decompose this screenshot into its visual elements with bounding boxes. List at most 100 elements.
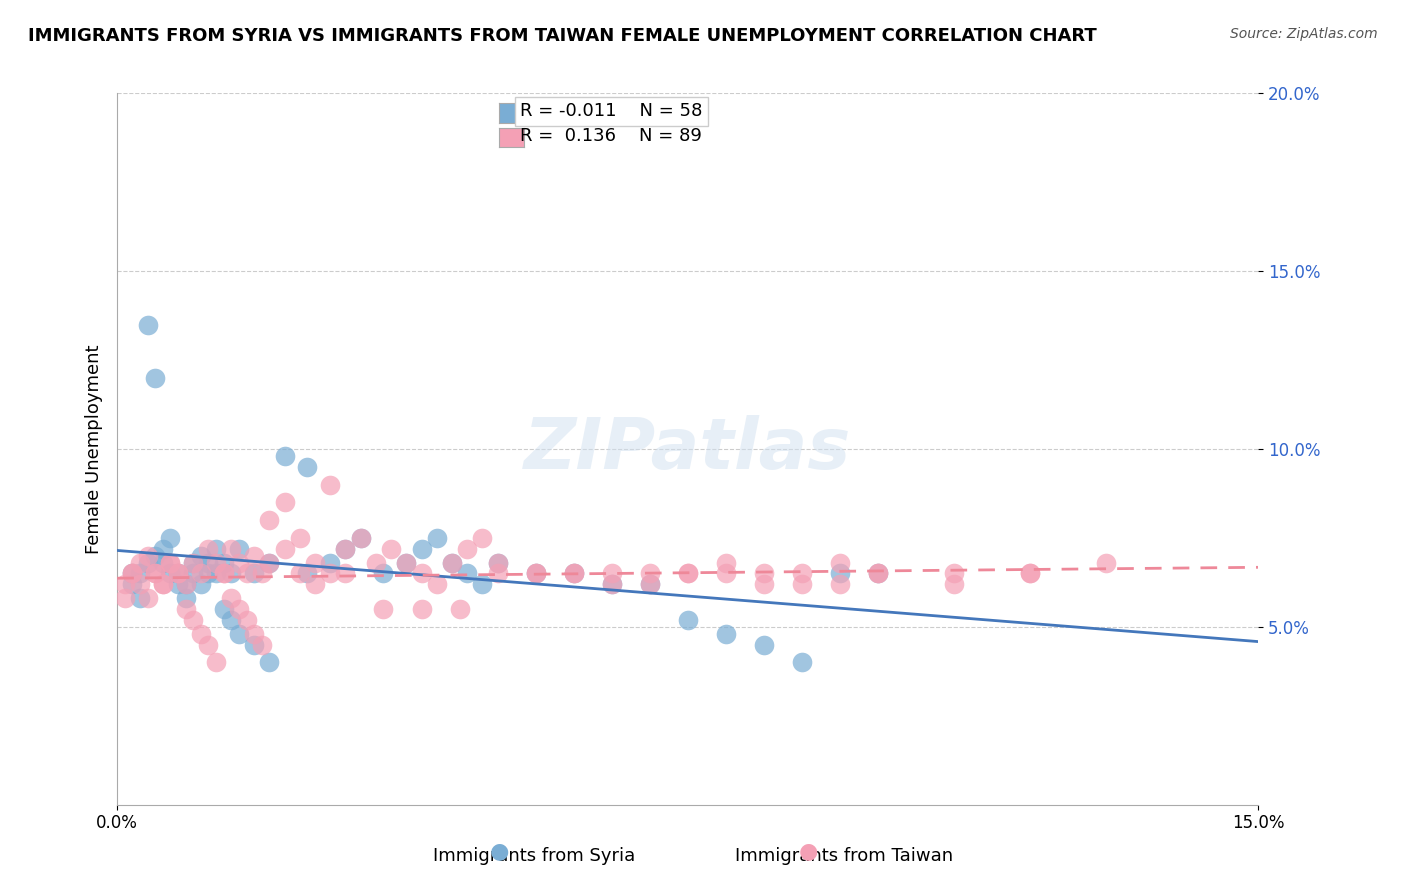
Point	[790, 577, 813, 591]
Point	[638, 566, 661, 581]
Point	[868, 566, 890, 581]
Point	[752, 638, 775, 652]
Point	[159, 556, 181, 570]
Point	[562, 566, 585, 581]
Point	[752, 577, 775, 591]
Point	[243, 638, 266, 652]
Point	[350, 531, 373, 545]
Point	[319, 566, 342, 581]
Point	[167, 566, 190, 581]
Point	[228, 556, 250, 570]
Point	[136, 318, 159, 332]
Point	[828, 566, 851, 581]
Point	[212, 556, 235, 570]
Point	[426, 577, 449, 591]
Point	[273, 541, 295, 556]
Point	[159, 566, 181, 581]
Point	[190, 577, 212, 591]
Point	[440, 556, 463, 570]
Point	[273, 449, 295, 463]
Point	[426, 531, 449, 545]
Y-axis label: Female Unemployment: Female Unemployment	[86, 344, 103, 554]
Point	[259, 556, 281, 570]
Point	[228, 627, 250, 641]
Text: Source: ZipAtlas.com: Source: ZipAtlas.com	[1230, 27, 1378, 41]
Text: R = -0.011    N = 58: R = -0.011 N = 58	[520, 103, 703, 120]
Point	[411, 566, 433, 581]
Point	[600, 577, 623, 591]
Point	[364, 556, 387, 570]
Point	[152, 556, 174, 570]
Point	[121, 566, 143, 581]
Point	[174, 602, 197, 616]
Point	[456, 541, 478, 556]
Point	[167, 577, 190, 591]
Point	[562, 566, 585, 581]
Point	[250, 566, 273, 581]
Point	[373, 602, 395, 616]
Point	[676, 613, 699, 627]
Point	[288, 566, 311, 581]
Point	[714, 556, 737, 570]
Point	[335, 566, 357, 581]
Point	[714, 566, 737, 581]
Point	[350, 531, 373, 545]
Point	[181, 556, 204, 570]
Point	[868, 566, 890, 581]
Point	[943, 577, 966, 591]
Point	[129, 591, 152, 606]
Point	[395, 556, 418, 570]
Point	[174, 591, 197, 606]
Point	[449, 602, 471, 616]
Point	[411, 541, 433, 556]
Point	[159, 531, 181, 545]
Point	[600, 566, 623, 581]
Point	[143, 566, 166, 581]
Point	[304, 556, 326, 570]
Point	[243, 566, 266, 581]
Point	[319, 477, 342, 491]
Point	[121, 577, 143, 591]
Point	[943, 566, 966, 581]
Point	[259, 513, 281, 527]
Point	[243, 549, 266, 563]
Point	[235, 566, 257, 581]
Point	[221, 541, 243, 556]
Point	[524, 566, 547, 581]
Point	[486, 566, 509, 581]
Point	[1095, 556, 1118, 570]
Point	[197, 556, 219, 570]
Text: ZIPatlas: ZIPatlas	[524, 415, 852, 483]
Point	[1019, 566, 1042, 581]
Point	[259, 656, 281, 670]
Point	[212, 566, 235, 581]
Point	[752, 566, 775, 581]
Point	[471, 531, 494, 545]
Text: Immigrants from Taiwan: Immigrants from Taiwan	[734, 847, 953, 865]
Point	[524, 566, 547, 581]
Point	[221, 591, 243, 606]
Point	[136, 556, 159, 570]
Point	[121, 566, 143, 581]
Point	[319, 556, 342, 570]
Point	[235, 613, 257, 627]
Point	[197, 541, 219, 556]
Point	[181, 556, 204, 570]
Point	[676, 566, 699, 581]
Point	[456, 566, 478, 581]
Point	[486, 556, 509, 570]
Point	[228, 541, 250, 556]
Point	[471, 577, 494, 591]
Point	[136, 591, 159, 606]
Point	[440, 556, 463, 570]
Point	[790, 566, 813, 581]
Point	[250, 638, 273, 652]
Point	[121, 566, 143, 581]
Point	[174, 577, 197, 591]
Point	[159, 556, 181, 570]
Text: R =  0.136    N = 89: R = 0.136 N = 89	[520, 127, 702, 145]
Point	[197, 638, 219, 652]
Point	[152, 577, 174, 591]
Point	[486, 556, 509, 570]
Point	[205, 541, 228, 556]
